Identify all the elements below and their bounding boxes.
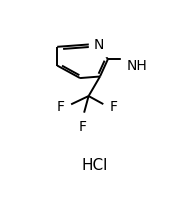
Text: F: F	[109, 100, 117, 114]
Text: HCl: HCl	[81, 158, 107, 173]
Text: N: N	[94, 38, 105, 52]
Text: NH: NH	[127, 59, 147, 73]
Text: F: F	[57, 100, 65, 114]
Text: F: F	[79, 120, 87, 134]
